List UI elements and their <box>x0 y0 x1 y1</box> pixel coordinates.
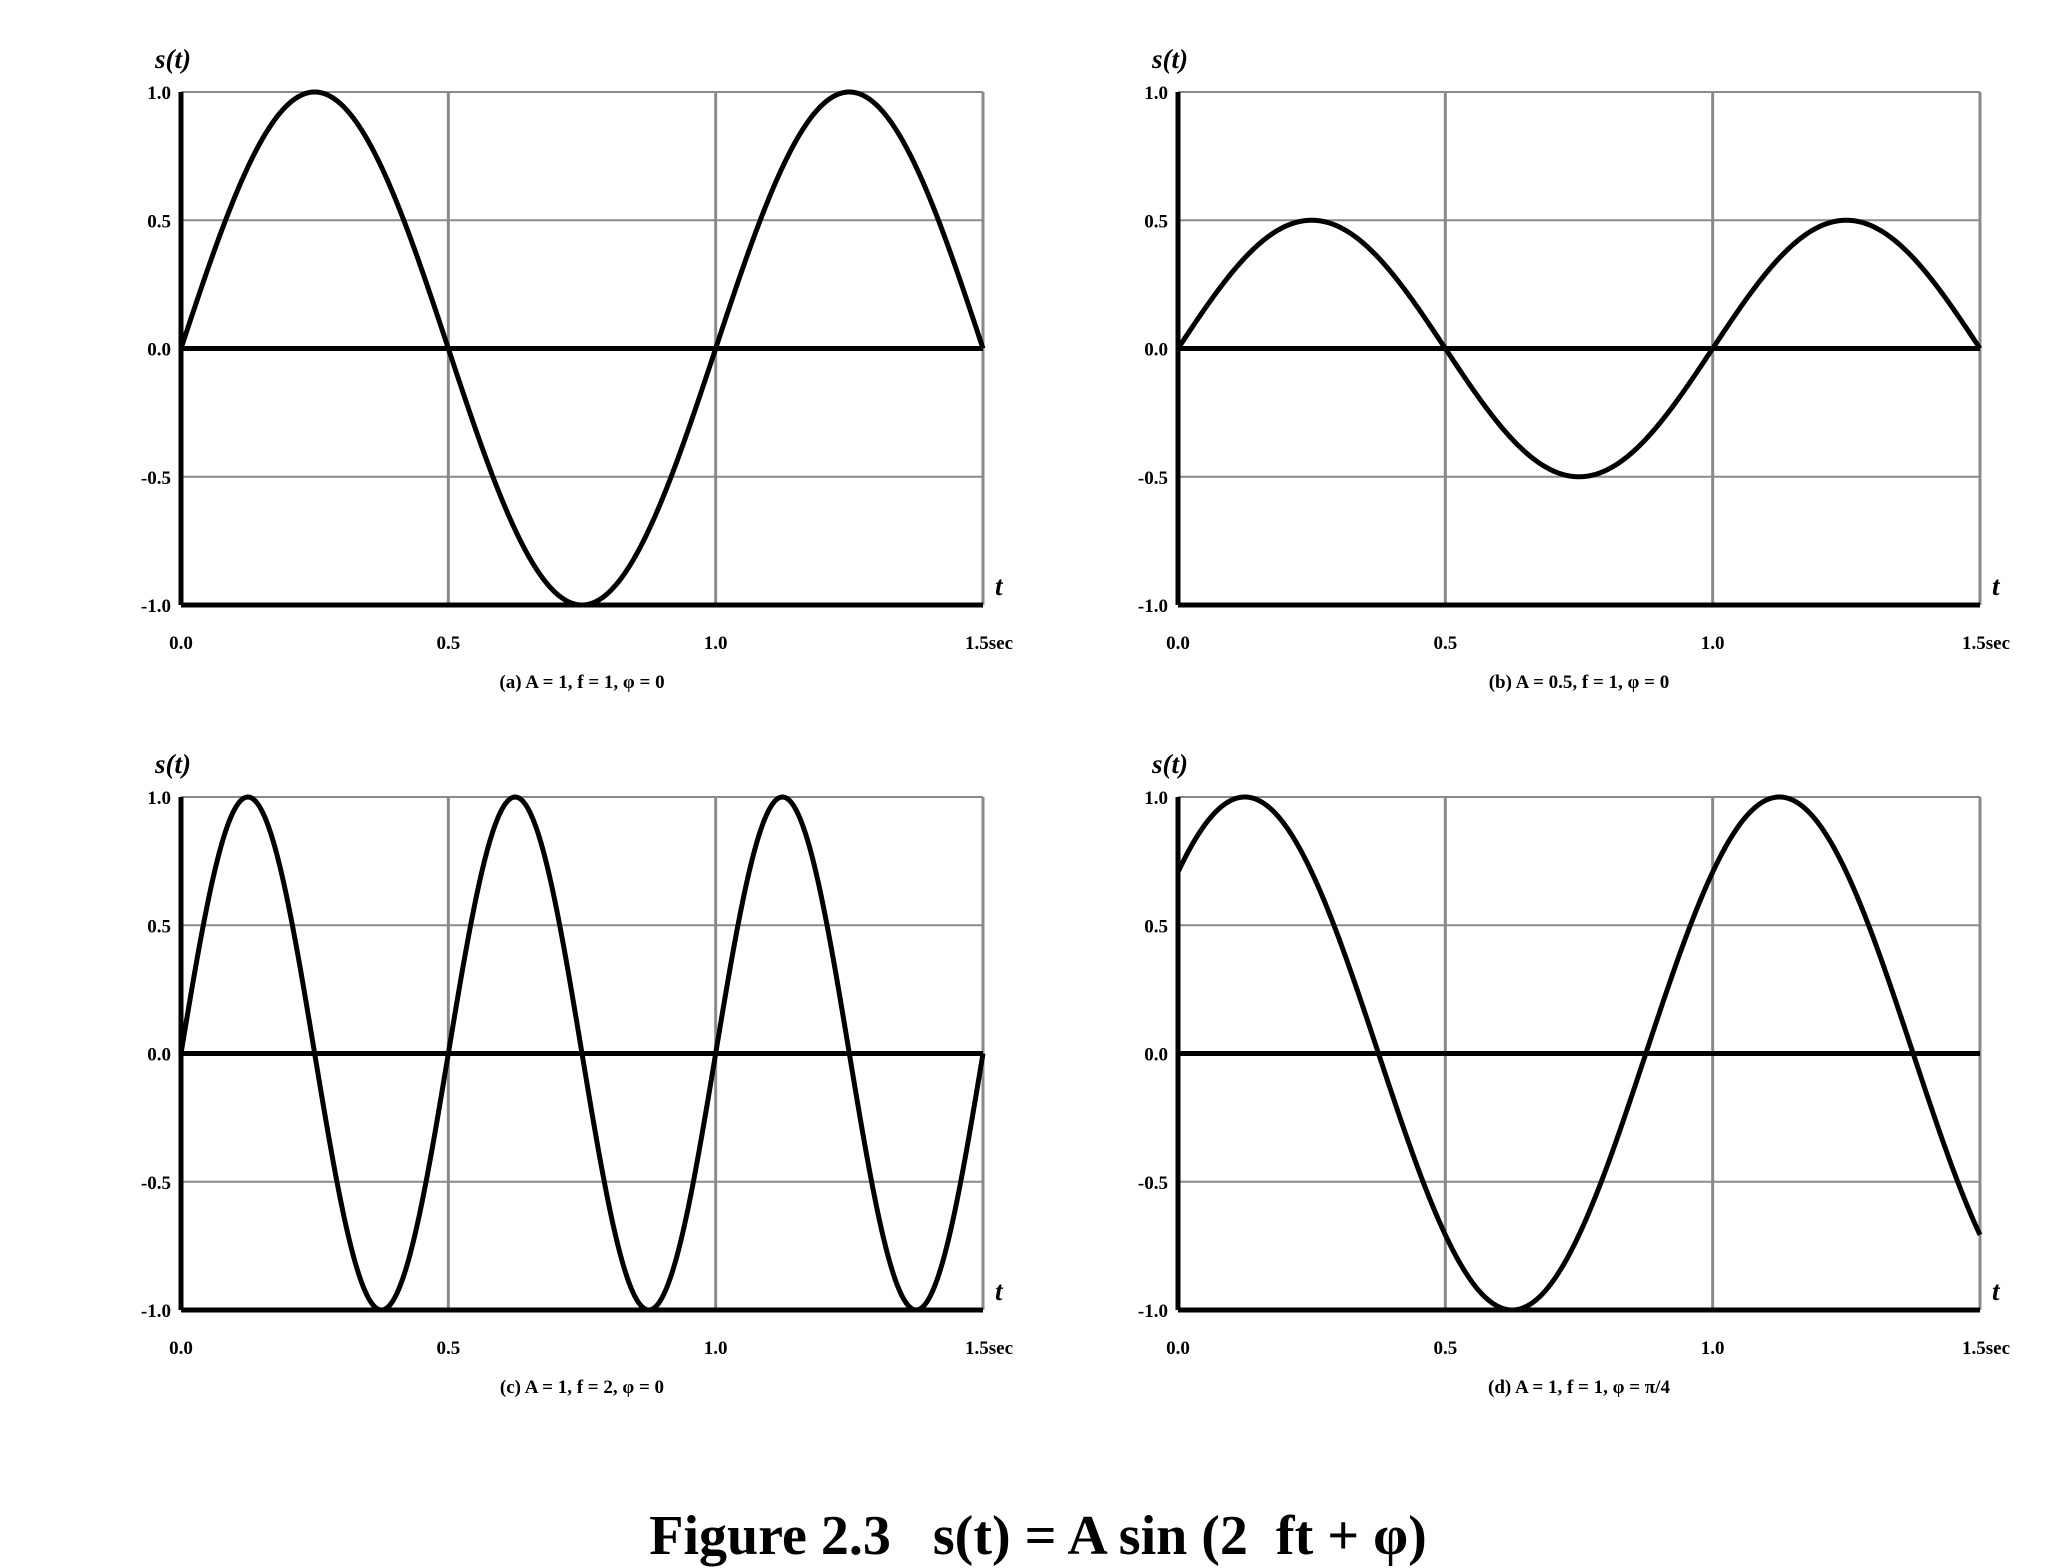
panel-d-caption: (d) A = 1, f = 1, φ = π/4 <box>1488 1377 1670 1398</box>
panel-c-y-tick-label: 0.0 <box>147 1045 171 1066</box>
panel-c-series-line <box>178 794 986 1313</box>
panel-a-caption: (a) A = 1, f = 1, φ = 0 <box>499 672 664 693</box>
panel-a-y-tick-label: -1.0 <box>141 596 171 617</box>
panel-a-y-tick-label: 0.5 <box>147 211 171 232</box>
panel-d-y-tick-label: -1.0 <box>1138 1301 1168 1322</box>
panel-c-y-tick-label: -1.0 <box>141 1301 171 1322</box>
panel-b-y-tick-label: 0.5 <box>1144 211 1168 232</box>
panel-c-y-tick-label: -0.5 <box>141 1173 171 1194</box>
figure-caption: Figure 2.3 s(t) = A sin (2 ft + φ) <box>0 1440 2048 1568</box>
panel-c-x-tick-label: 0.0 <box>169 1338 193 1359</box>
figure-formula: s(t) = A sin (2 ft + φ) <box>932 1505 1427 1567</box>
panel-b-y-tick-label: 1.0 <box>1144 83 1168 104</box>
panel-c-x-tick-label: 1.5sec <box>965 1338 1013 1359</box>
panel-b-x-tick-label: 0.0 <box>1166 633 1190 654</box>
panel-d-y-tick-label: 0.0 <box>1144 1045 1168 1066</box>
panel-b-x-axis-label: t <box>1992 571 2001 601</box>
panel-b-x-tick-label: 0.5 <box>1433 633 1457 654</box>
panel-a-series-line <box>178 89 986 608</box>
panel-d-y-tick-label: -0.5 <box>1138 1173 1168 1194</box>
panel-c-x-axis-label: t <box>995 1276 1004 1306</box>
figure-charts: 1.0 0.5 0.0 -0.5 -1.0 0.0 0.5 1.0 1.5sec s(t) t (a)… <box>141 44 2010 1398</box>
panel-a-x-tick-label: 1.0 <box>704 633 728 654</box>
panel-b-y-tick-label: 0.0 <box>1144 340 1168 361</box>
panel-d-y-tick-label: 1.0 <box>1144 788 1168 809</box>
figure-label: Figure 2.3 <box>649 1505 891 1567</box>
panel-a-x-tick-label: 1.5sec <box>965 633 1013 654</box>
panel-d-x-tick-label: 1.0 <box>1701 1338 1725 1359</box>
panel-b-series-line <box>1175 217 1983 480</box>
panel-b-x-tick-label: 1.5sec <box>1962 633 2010 654</box>
panel-b-caption: (b) A = 0.5, f = 1, φ = 0 <box>1489 672 1670 693</box>
panel-c-caption: (c) A = 1, f = 2, φ = 0 <box>500 1377 664 1398</box>
panel-b-y-axis-label: s(t) <box>1151 44 1188 74</box>
panel-c-y-tick-label: 0.5 <box>147 916 171 937</box>
panel-c-y-axis-label: s(t) <box>154 749 191 779</box>
panel-c-x-tick-label: 0.5 <box>436 1338 460 1359</box>
panel-b-y-tick-label: -1.0 <box>1138 596 1168 617</box>
panel-c-x-tick-label: 1.0 <box>704 1338 728 1359</box>
panel-a-x-tick-label: 0.5 <box>436 633 460 654</box>
panel-d-y-tick-label: 0.5 <box>1144 916 1168 937</box>
panel-a-y-tick-label: 1.0 <box>147 83 171 104</box>
panel-a-y-tick-label: -0.5 <box>141 468 171 489</box>
panel-b-y-tick-label: -0.5 <box>1138 468 1168 489</box>
panel-d-x-tick-label: 0.5 <box>1433 1338 1457 1359</box>
panel-d-x-tick-label: 1.5sec <box>1962 1338 2010 1359</box>
panel-a-x-axis-label: t <box>995 571 1004 601</box>
panel-d-x-tick-label: 0.0 <box>1166 1338 1190 1359</box>
panel-a-x-tick-label: 0.0 <box>169 633 193 654</box>
panel-c-y-tick-label: 1.0 <box>147 788 171 809</box>
panel-d-series-line <box>1175 794 1983 1313</box>
panel-d-x-axis-label: t <box>1992 1276 2001 1306</box>
panel-a-y-axis-label: s(t) <box>154 44 191 74</box>
panel-b-x-tick-label: 1.0 <box>1701 633 1725 654</box>
panel-a-y-tick-label: 0.0 <box>147 340 171 361</box>
panel-d-y-axis-label: s(t) <box>1151 749 1188 779</box>
